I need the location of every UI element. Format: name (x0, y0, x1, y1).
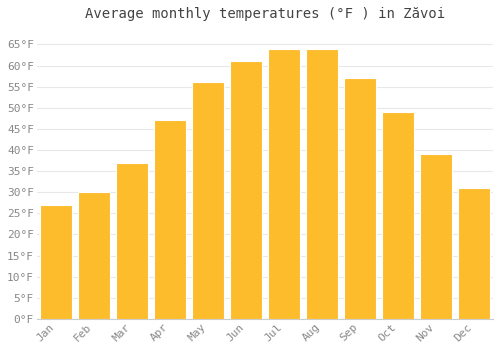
Bar (154, 120, 186, 319)
Bar (230, 61, 262, 319)
Bar (344, 78, 376, 319)
Bar (116, 163, 148, 319)
Bar (192, 83, 224, 319)
Bar (382, 112, 414, 319)
Bar (458, 188, 490, 319)
Bar (268, 49, 300, 319)
Bar (78, 192, 110, 319)
Bar (420, 154, 452, 319)
Title: Average monthly temperatures (°F ) in Zăvoi: Average monthly temperatures (°F ) in Ză… (85, 7, 445, 21)
Bar (40, 205, 72, 319)
Bar (306, 49, 338, 319)
